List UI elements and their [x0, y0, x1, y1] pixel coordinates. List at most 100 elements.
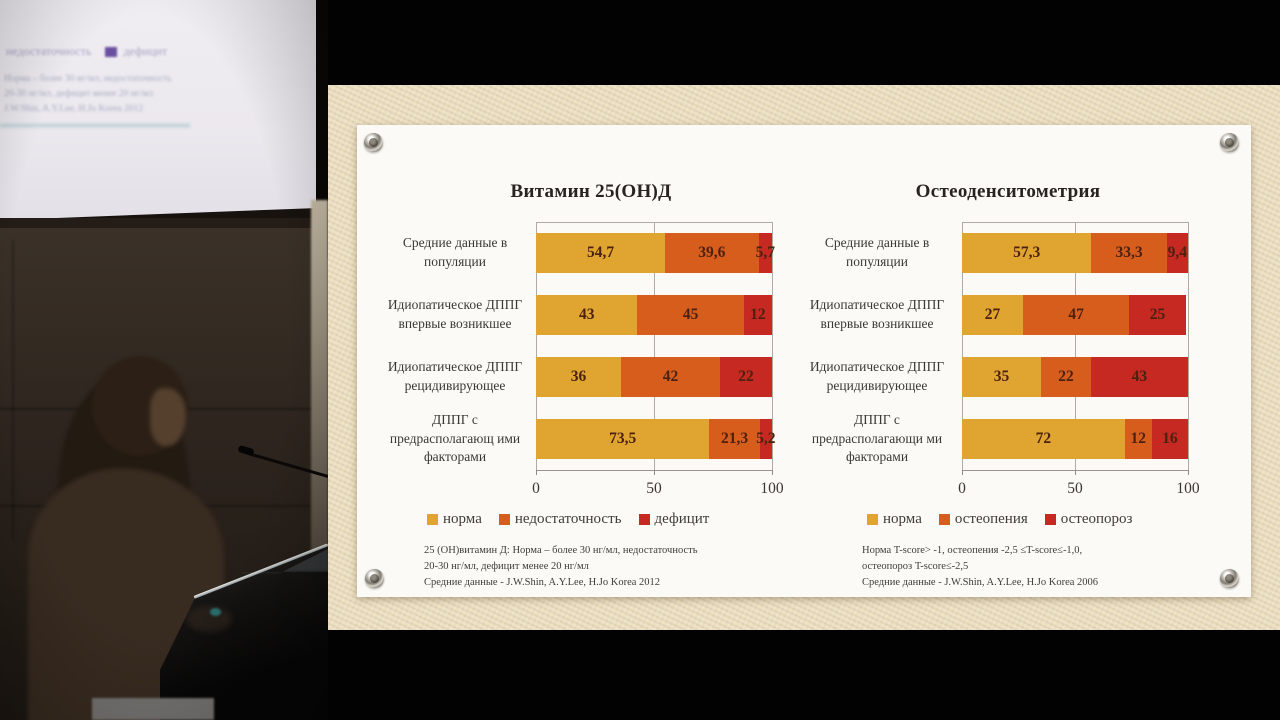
bar-segment: 21,3	[709, 419, 760, 459]
screen-frame-edge	[316, 0, 328, 258]
x-tick-label: 100	[760, 480, 784, 497]
bar-segment: 9,4	[1166, 233, 1188, 273]
projected-legend: недостаточность дефицит	[6, 44, 306, 59]
bar-value-label: 39,6	[698, 244, 726, 261]
axis-tick	[536, 470, 537, 475]
bar-segment: 25	[1129, 295, 1186, 335]
bar-segment: 12	[1124, 419, 1152, 459]
bar-value-label: 43	[578, 306, 595, 323]
bar-row: 27 47 25	[962, 295, 1188, 335]
category-label: Идиопатическое ДППГ рецидивирующее	[387, 359, 523, 393]
bar-row: 43 45 12	[536, 295, 772, 335]
legend-item: остеопороз	[1044, 511, 1133, 528]
grommet-icon	[1220, 569, 1239, 588]
legend-swatch-icon	[427, 514, 438, 525]
chart-legend: норма остеопения остеопороз	[867, 511, 1132, 528]
legend-item: остеопения	[938, 511, 1028, 528]
bar-value-label: 12	[1130, 430, 1147, 447]
legend-label: остеопороз	[1060, 511, 1133, 527]
bar-row: 36 42 22	[536, 357, 772, 397]
bar-row: 72 12 16	[962, 419, 1188, 459]
bar-value-label: 72	[1035, 430, 1052, 447]
bar-segment: 47	[1023, 295, 1130, 335]
gridline	[1075, 222, 1076, 470]
lecture-hall-photo: недостаточность дефицит Норма – более 30 …	[0, 0, 328, 720]
bar-value-label: 16	[1162, 430, 1178, 447]
slide-video-panel: Витамин 25(ОН)Д Средние данные в популяци…	[328, 0, 1280, 720]
bar-segment: 22	[720, 357, 772, 397]
projection-screen: недостаточность дефицит Норма – более 30 …	[0, 0, 318, 218]
axis-tick	[962, 470, 963, 475]
slide-canvas-background: Витамин 25(ОН)Д Средние данные в популяци…	[328, 85, 1280, 630]
legend-swatch-icon	[638, 514, 650, 525]
legend-swatch-icon	[938, 514, 950, 525]
footnote-line: Средние данные - J.W.Shin, A.Y.Lee, H.Jo…	[862, 577, 1099, 588]
legend-item: норма	[867, 511, 922, 528]
bar-value-label: 43	[1131, 368, 1148, 385]
projected-divider	[0, 124, 190, 127]
bar-segment: 12	[743, 295, 772, 335]
category-label: ДППГ с предрасполагающ ими факторами	[389, 412, 521, 465]
bar-segment: 16	[1151, 419, 1188, 459]
bar-row: 73,5 21,3 5,2	[536, 419, 776, 459]
bar-row: 57,3 33,3 9,4	[962, 233, 1188, 273]
legend-label: недостаточность	[514, 511, 622, 527]
footnote-line: остеопороз T-score≤-2,5	[862, 561, 969, 572]
gridline	[654, 222, 655, 470]
category-label: Средние данные в популяции	[402, 235, 508, 269]
bar-row: 35 22 43	[962, 357, 1188, 397]
bar-segment: 33,3	[1091, 233, 1167, 273]
presenter-face	[150, 388, 186, 446]
bar-value-label: 12	[750, 306, 766, 323]
plot-area: 0 50 100 57,3 33,3 9,4 27 47 25 35 22 43 72 12 16	[958, 222, 1200, 497]
grommet-icon	[1220, 133, 1239, 152]
gridline	[1188, 222, 1189, 470]
x-tick-label: 0	[958, 480, 966, 497]
bar-value-label: 27	[984, 306, 1001, 323]
projected-legend-square-icon	[105, 47, 118, 58]
legend-swatch-icon	[867, 514, 878, 525]
screen-bottom-edge	[0, 207, 318, 218]
bar-value-label: 42	[662, 368, 679, 385]
bar-value-label: 45	[682, 306, 699, 323]
legend-swatch-icon	[498, 514, 510, 525]
x-tick-label: 100	[1176, 480, 1200, 497]
legend-item: дефицит	[638, 511, 710, 528]
bar-value-label: 47	[1068, 306, 1084, 323]
footnote-line: Средние данные - J.W.Shin, A.Y.Lee, H.Jo…	[424, 577, 661, 588]
legend-label: норма	[883, 511, 922, 527]
bar-segment: 57,3	[962, 233, 1092, 273]
category-label: ДППГ с предрасполагающи ми факторами	[811, 412, 943, 465]
category-label: Идиопатическое ДППГ рецидивирующее	[809, 359, 945, 393]
bar-value-label: 5,7	[755, 244, 775, 261]
bar-segment: 42	[620, 357, 721, 397]
category-label: Идиопатическое ДППГ впервые возникшее	[387, 297, 523, 331]
wall-seam	[12, 240, 14, 540]
bar-segment: 22	[1041, 357, 1091, 397]
grommet-icon	[365, 569, 384, 588]
chart-legend: норма недостаточность дефицит	[427, 511, 709, 528]
legend-item: норма	[427, 511, 482, 528]
bar-segment: 39,6	[665, 233, 759, 273]
projected-legend-right: дефицит	[123, 44, 168, 58]
bar-segment: 73,5	[536, 419, 710, 459]
projected-legend-left: недостаточность	[6, 44, 92, 58]
slide-card: Витамин 25(ОН)Д Средние данные в популяци…	[357, 125, 1251, 597]
bar-segment: 27	[962, 295, 1024, 335]
bar-segment: 43	[1090, 357, 1188, 397]
bar-value-label: 9,4	[1167, 244, 1188, 261]
gridline	[962, 222, 963, 470]
bar-value-label: 36	[570, 368, 587, 385]
legend-swatch-icon	[1044, 514, 1056, 525]
bar-value-label: 57,3	[1013, 244, 1041, 261]
category-label: Средние данные в популяции	[824, 235, 930, 269]
bar-segment: 5,2	[756, 419, 776, 459]
bar-value-label: 22	[738, 368, 754, 385]
x-tick-label: 50	[646, 480, 662, 497]
axis-tick	[1075, 470, 1076, 475]
bar-segment: 45	[637, 295, 744, 335]
bar-value-label: 5,2	[756, 430, 776, 447]
legend-label: дефицит	[654, 511, 710, 527]
chart-footnote: 25 (ОН)витамин Д: Норма – более 30 нг/мл…	[424, 543, 698, 591]
